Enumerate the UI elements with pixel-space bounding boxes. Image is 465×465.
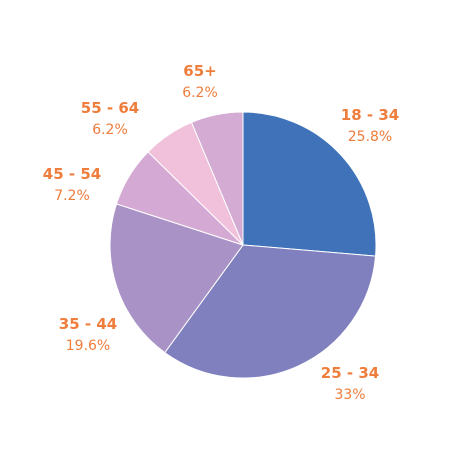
slice-value-2: 33% <box>334 387 365 403</box>
slice-label-6: 65+ <box>183 62 216 80</box>
pie-slice-3 <box>109 203 244 354</box>
slice-label-1: 18 - 34 <box>341 106 399 124</box>
slice-label-2: 25 - 34 <box>321 364 379 382</box>
slice-value-1: 25.8% <box>348 129 392 145</box>
pie-labels: 18 - 34 25.8% 25 - 34 33% 35 - 44 19.6% 45 - 5… <box>43 62 399 403</box>
pie-slice-1 <box>242 111 377 257</box>
pie-slices <box>109 111 377 379</box>
slice-value-6: 6.2% <box>182 85 218 101</box>
pie-slice-6 <box>190 111 244 246</box>
slice-value-3: 19.6% <box>66 338 110 354</box>
slice-label-5: 55 - 64 <box>81 99 139 117</box>
slice-label-4: 45 - 54 <box>43 165 101 183</box>
slice-value-4: 7.2% <box>54 188 90 204</box>
slice-label-3: 35 - 44 <box>59 315 117 333</box>
slice-value-5: 6.2% <box>92 122 128 138</box>
pie-slice-2 <box>164 244 377 379</box>
